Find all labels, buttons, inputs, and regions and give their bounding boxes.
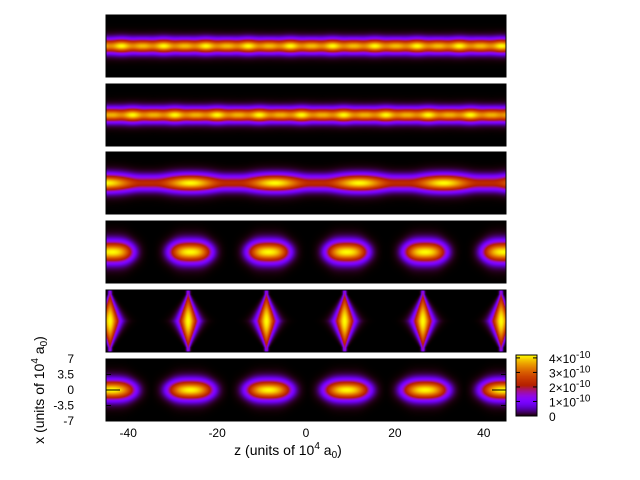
panel-frame-5 xyxy=(105,289,507,353)
density-panel-4 xyxy=(106,221,506,283)
x-tick-label: 40 xyxy=(477,426,491,440)
colorbar-tick-label: 3×10-10 xyxy=(549,364,591,380)
x-tick-label: 20 xyxy=(388,426,402,440)
colorbar-gradient xyxy=(516,355,537,416)
panel-frame-3 xyxy=(105,151,507,215)
colorbar-tick-label: 0 xyxy=(549,410,556,424)
y-axis: 7 3.50 -3.5-7 xyxy=(53,352,506,428)
panel-frame-4 xyxy=(105,220,507,284)
y-axis-label: x (units of 104 a0) xyxy=(30,336,50,444)
x-tick-label: -20 xyxy=(208,426,226,440)
panel-frame-2 xyxy=(105,83,507,147)
panel-frame-1 xyxy=(105,14,507,78)
y-tick-label: 3.5 xyxy=(57,368,74,382)
x-axis-label: z (units of 104 a0) xyxy=(234,441,342,461)
colorbar: 4×10-103×10-102×10-101×10-100 xyxy=(515,350,591,424)
density-panel-6 xyxy=(106,359,506,421)
x-tick-label: -40 xyxy=(120,426,138,440)
y-tick-label: 0 xyxy=(67,383,74,397)
x-tick-label: 0 xyxy=(303,426,310,440)
colorbar-tick-label: 2×10-10 xyxy=(549,379,591,395)
colorbar-frame xyxy=(515,354,538,417)
y-tick-label: 7 xyxy=(67,352,74,366)
density-panels xyxy=(105,14,507,422)
density-panel-1 xyxy=(106,15,506,77)
y-tick-label: -3.5 xyxy=(53,399,74,413)
density-panel-2 xyxy=(106,84,506,146)
density-panel-3 xyxy=(106,152,506,214)
colorbar-tick-label: 4×10-10 xyxy=(549,350,591,366)
y-tick-label: -7 xyxy=(63,414,74,428)
density-panel-5 xyxy=(106,290,506,352)
x-axis: -40 -20 0 20 40 xyxy=(120,359,491,440)
colorbar-tick-label: 1×10-10 xyxy=(549,393,591,409)
